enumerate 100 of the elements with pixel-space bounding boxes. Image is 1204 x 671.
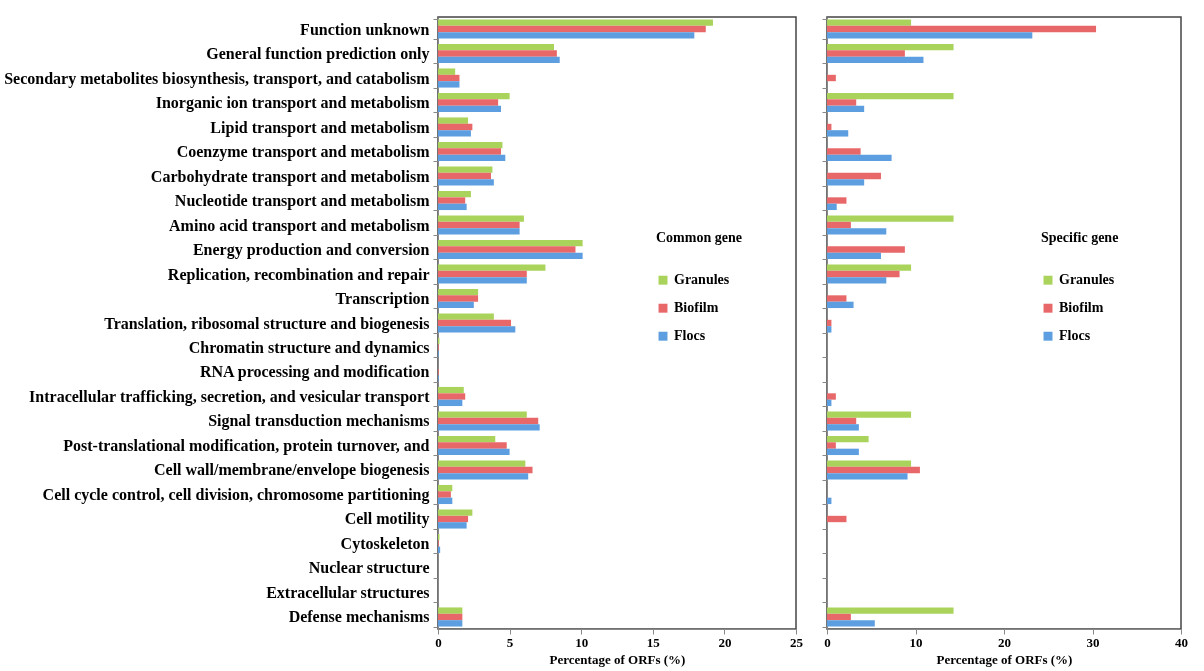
bar [438, 203, 467, 211]
y-tick-label: Nucleotide transport and metabolism [174, 192, 431, 210]
bar [827, 19, 912, 26]
y-tick-label: Cell wall/membrane/envelope biogenesis [153, 461, 430, 480]
y-tick-label: Chromatin structure and dynamics [188, 339, 430, 357]
y-tick-label: Defense mechanisms [288, 608, 430, 626]
bar [438, 228, 520, 235]
bar [438, 393, 466, 400]
bar [438, 435, 496, 443]
legend-label: Granules [674, 272, 730, 288]
bar [827, 460, 912, 467]
y-tick-label: Inorganic ion transport and metabolism [155, 94, 431, 112]
bar [438, 295, 479, 302]
bar [438, 123, 473, 131]
bar [438, 460, 526, 467]
bar [438, 399, 463, 407]
bar [827, 442, 836, 449]
bar [438, 411, 527, 418]
x-tick-label: 0 [824, 634, 831, 650]
bar [438, 313, 494, 320]
bar [438, 130, 471, 137]
bar [438, 99, 499, 106]
x-tick-label: 30 [1086, 634, 1100, 650]
y-tick-label: Signal transduction mechanisms [208, 412, 430, 431]
bar [438, 197, 466, 204]
bar [827, 105, 865, 113]
bar [827, 270, 900, 278]
bar [438, 50, 557, 57]
bar [438, 56, 560, 64]
bar [438, 252, 583, 260]
bar [827, 130, 849, 137]
bar [827, 613, 851, 621]
bar [827, 448, 859, 456]
bar [438, 74, 460, 82]
bar [827, 215, 954, 222]
legend-label: Flocs [674, 328, 706, 344]
bar [827, 393, 836, 400]
legend-label: Biofilm [674, 300, 719, 316]
bar [827, 466, 920, 474]
y-tick-label: Cell cycle control, cell division, chromosome partitioning [42, 486, 430, 504]
x-axis-title: Percentage of ORFs (%) [549, 651, 686, 667]
legend-label: Granules [1059, 272, 1115, 288]
x-tick-label: 20 [718, 634, 732, 650]
y-tick-label: Replication, recombination and repair [167, 265, 430, 284]
y-tick-label: Lipid transport and metabolism [210, 118, 431, 137]
bar [438, 190, 471, 198]
bar [827, 99, 857, 106]
bar [438, 32, 695, 39]
bar [827, 179, 865, 186]
x-axis-title: Percentage of ORFs (%) [936, 651, 1073, 667]
bar [438, 607, 463, 614]
bar [438, 386, 464, 394]
bar [438, 277, 527, 284]
bar [438, 148, 502, 155]
bar [827, 277, 887, 284]
bar [438, 326, 516, 333]
bar [438, 417, 539, 425]
y-tick-label: RNA processing and modification [199, 363, 430, 382]
bar [438, 19, 713, 26]
y-tick-label: Intracellular trafficking, secretion, and vesicular transport [29, 388, 431, 406]
bar [827, 50, 905, 57]
bar [827, 148, 861, 155]
bar [438, 473, 529, 480]
bar [438, 221, 520, 229]
y-tick-label: Energy production and conversion [192, 241, 430, 259]
legend-title: Specific gene [1041, 230, 1119, 246]
bar [438, 466, 533, 474]
bar [438, 620, 463, 627]
bar [438, 68, 456, 75]
bar [827, 326, 832, 333]
bar [827, 25, 1097, 33]
y-tick-label: Carbohydrate transport and metabolism [150, 167, 431, 186]
bar [827, 264, 912, 271]
legend-title: Common gene [656, 230, 742, 246]
bar [438, 497, 453, 505]
bar [438, 448, 510, 456]
x-tick-label: 15 [646, 634, 661, 650]
x-tick-label: 10 [909, 634, 923, 650]
bar [438, 141, 503, 149]
x-tick-label: 25 [790, 634, 804, 650]
bar [438, 25, 706, 33]
bar [438, 522, 467, 529]
bar [827, 221, 851, 229]
bar [438, 179, 494, 186]
bar [438, 43, 554, 51]
bar [827, 246, 905, 253]
y-tick-label: Function unknown [300, 20, 430, 38]
y-tick-label: Transcription [335, 290, 430, 308]
bar [438, 288, 479, 296]
bar [438, 166, 493, 173]
bar [827, 515, 847, 523]
x-tick-label: 0 [435, 634, 442, 650]
bar [827, 473, 908, 480]
bar [827, 295, 847, 302]
x-tick-label: 40 [1175, 634, 1188, 650]
y-tick-label: Secondary metabolites biosynthesis, transport, and catabolism [4, 69, 431, 88]
y-tick-label: Coenzyme transport and metabolism [176, 143, 431, 161]
bar [827, 607, 954, 614]
bar [438, 484, 453, 492]
bar [438, 491, 451, 498]
